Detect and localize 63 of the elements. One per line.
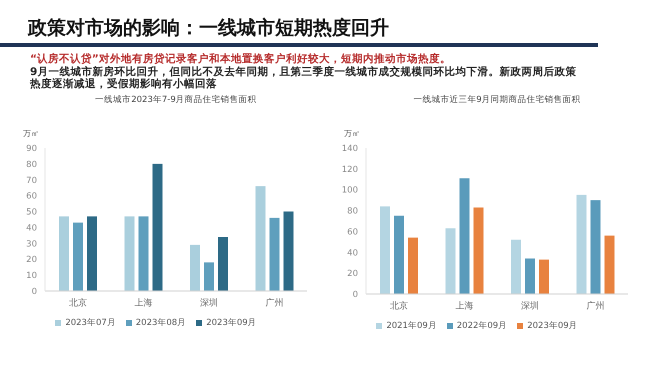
x-tick-label: 北京 <box>390 300 408 312</box>
y-tick-label: 30 <box>26 239 37 250</box>
x-tick-label: 广州 <box>265 297 284 308</box>
y-tick-label: 50 <box>26 208 37 218</box>
legend-label: 2023年09月 <box>206 318 257 328</box>
legend-label: 2022年09月 <box>456 321 508 331</box>
bar <box>59 216 69 291</box>
x-tick-label: 深圳 <box>200 297 218 308</box>
y-tick-label: 0 <box>352 290 358 300</box>
bar <box>446 228 456 294</box>
y-tick-label: 60 <box>347 227 358 238</box>
y-tick-label: 100 <box>342 186 358 196</box>
y-tick-label: 60 <box>26 192 37 202</box>
y-tick-label: 40 <box>347 248 358 258</box>
bar <box>256 186 266 291</box>
y-tick-label: 80 <box>26 160 37 170</box>
bar <box>539 260 549 294</box>
bar <box>73 222 83 291</box>
bar <box>408 238 418 294</box>
x-tick-label: 广州 <box>586 300 604 312</box>
legend-label: 2023年07月 <box>65 318 116 328</box>
y-axis-title: 万㎡ <box>23 128 39 139</box>
y-tick-label: 20 <box>26 255 37 266</box>
legend-label: 2021年09月 <box>386 321 437 331</box>
x-tick-label: 北京 <box>68 297 87 308</box>
bar <box>380 206 390 294</box>
y-tick-label: 90 <box>26 144 37 154</box>
bar <box>124 216 134 291</box>
bar <box>525 258 535 294</box>
bar <box>284 212 294 291</box>
bar <box>604 236 614 294</box>
y-tick-label: 10 <box>26 271 37 282</box>
text: “认房不认贷”对外地有房贷记录客户和本地置换客户利好较大，短期内推动市场热度。 <box>30 53 452 65</box>
bar <box>190 244 200 291</box>
y-tick-label: 40 <box>26 223 37 234</box>
bar <box>270 218 280 291</box>
bar <box>576 194 586 294</box>
bar <box>204 262 214 291</box>
bar <box>511 240 521 294</box>
chart-title: 一线城市近三年9月同期商品住宅销售面积 <box>412 94 582 106</box>
x-tick-label: 上海 <box>455 300 474 312</box>
y-tick-label: 140 <box>342 144 358 154</box>
y-tick-label: 80 <box>347 206 358 217</box>
legend-label: 2023年09月 <box>527 321 578 331</box>
bar <box>138 216 148 291</box>
text: 政策对市场的影响：一线城市短期热度回升 <box>28 16 389 41</box>
bar <box>87 216 97 291</box>
bar <box>590 200 600 294</box>
y-axis-title: 万㎡ <box>344 128 360 139</box>
bar <box>460 178 470 294</box>
bar <box>394 216 404 294</box>
legend-label: 2023年08月 <box>136 318 186 328</box>
y-tick-label: 0 <box>32 287 37 298</box>
y-tick-label: 70 <box>26 176 37 186</box>
bar <box>218 236 228 291</box>
y-tick-label: 20 <box>347 269 358 280</box>
bar <box>152 164 162 291</box>
y-tick-label: 120 <box>342 164 358 175</box>
text: 9月一线城市新房环比回升，但同比不及去年同期，且第三季度一线城市成交规模同环比均下滑。新政两周后政策热度逐渐减退，受假期影响有小幅回落 <box>30 66 578 90</box>
x-tick-label: 深圳 <box>520 300 539 312</box>
chart-title: 一线城市2023年7-9月商品住宅销售面积 <box>94 94 258 106</box>
x-tick-label: 上海 <box>134 297 152 308</box>
bar <box>474 207 484 294</box>
